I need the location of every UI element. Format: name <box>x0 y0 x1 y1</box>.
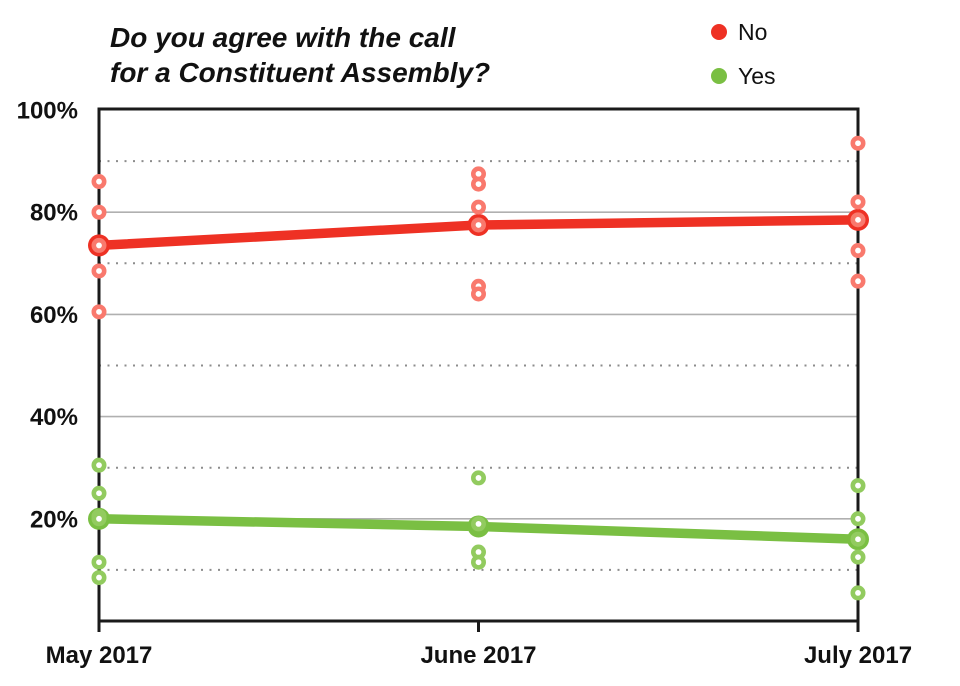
legend-item-no: No <box>711 18 776 46</box>
scatter-point-yes-may-2017 <box>91 511 107 527</box>
scatter-point-yes-may-2017 <box>91 554 107 570</box>
scatter-point-no-june-2017 <box>470 199 486 215</box>
scatter-point-no-may-2017 <box>91 204 107 220</box>
scatter-point-yes-july-2017 <box>850 511 866 527</box>
y-axis-label-60: 60% <box>30 302 78 329</box>
scatter-point-no-july-2017 <box>850 243 866 259</box>
scatter-point-no-july-2017 <box>850 194 866 210</box>
scatter-point-yes-may-2017 <box>91 457 107 473</box>
legend: No Yes <box>711 18 776 90</box>
scatter-point-yes-june-2017 <box>470 554 486 570</box>
scatter-point-yes-july-2017 <box>850 549 866 565</box>
chart-title-line2: for a Constituent Assembly? <box>110 57 491 88</box>
scatter-point-yes-july-2017 <box>850 478 866 494</box>
scatter-point-yes-may-2017 <box>91 570 107 586</box>
scatter-point-no-may-2017 <box>91 237 107 253</box>
scatter-point-no-june-2017 <box>470 286 486 302</box>
scatter-point-yes-may-2017 <box>91 485 107 501</box>
legend-item-yes: Yes <box>711 62 776 90</box>
scatter-point-no-june-2017 <box>470 176 486 192</box>
scatter-point-yes-july-2017 <box>850 585 866 601</box>
chart-title: Do you agree with the call for a Constit… <box>110 20 490 90</box>
scatter-point-no-may-2017 <box>91 304 107 320</box>
scatter-point-no-july-2017 <box>850 212 866 228</box>
scatter-point-no-july-2017 <box>850 273 866 289</box>
scatter-point-yes-june-2017 <box>470 470 486 486</box>
legend-dot-yes <box>711 68 727 84</box>
x-axis-label-july-2017: July 2017 <box>804 642 912 669</box>
chart-title-line1: Do you agree with the call <box>110 22 456 53</box>
y-axis-label-80: 80% <box>30 200 78 227</box>
y-axis-label-40: 40% <box>30 404 78 431</box>
legend-label-no: No <box>738 18 768 45</box>
y-axis-label-100: 100% <box>17 98 78 125</box>
legend-dot-no <box>711 24 727 40</box>
x-axis-label-may-2017: May 2017 <box>46 642 153 669</box>
scatter-point-no-may-2017 <box>91 174 107 190</box>
scatter-point-yes-june-2017 <box>470 516 486 532</box>
legend-label-yes: Yes <box>738 62 776 89</box>
x-axis-label-june-2017: June 2017 <box>420 642 536 669</box>
scatter-point-no-july-2017 <box>850 135 866 151</box>
scatter-point-no-june-2017 <box>470 217 486 233</box>
y-axis-label-20: 20% <box>30 506 78 533</box>
scatter-point-yes-july-2017 <box>850 531 866 547</box>
scatter-point-no-may-2017 <box>91 263 107 279</box>
